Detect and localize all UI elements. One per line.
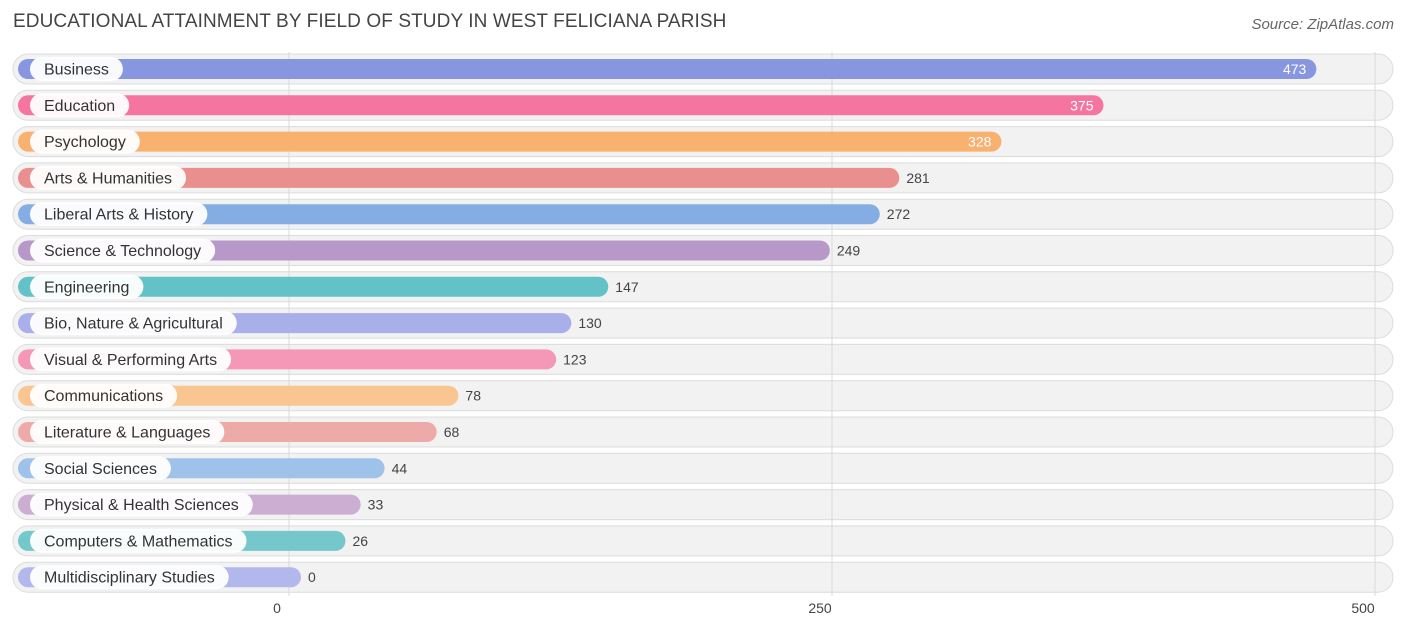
bar xyxy=(18,276,609,297)
category-label: Multidisciplinary Studies xyxy=(44,570,215,587)
category-label-pill xyxy=(30,165,187,190)
x-tick-label: 250 xyxy=(808,600,832,616)
category-label-pill xyxy=(30,565,229,590)
category-label: Physical & Health Sciences xyxy=(44,497,239,514)
bar-row: Computers & Mathematics 26 xyxy=(18,528,368,553)
bar-row: Multidisciplinary Studies 0 xyxy=(18,565,316,590)
chart-source: Source: ZipAtlas.com xyxy=(1251,16,1394,33)
category-label: Computers & Mathematics xyxy=(44,533,233,550)
category-label-pill xyxy=(30,93,130,118)
category-label-pill xyxy=(30,129,140,154)
value-label: 272 xyxy=(887,206,911,222)
value-label: 44 xyxy=(392,460,408,476)
value-label: 281 xyxy=(906,170,930,186)
value-label: 26 xyxy=(352,533,368,549)
value-label: 123 xyxy=(563,351,587,367)
category-label: Business xyxy=(44,62,109,79)
value-label: 328 xyxy=(968,134,992,150)
category-label-pill xyxy=(30,420,225,444)
category-label-pill xyxy=(30,311,237,336)
bar xyxy=(18,131,1002,152)
bar xyxy=(18,240,830,261)
value-label: 473 xyxy=(1283,61,1307,77)
bars: Business 473 Education 375 Psychology 328 Arts… xyxy=(18,57,1317,590)
bar-row: Liberal Arts & History 272 xyxy=(18,202,911,227)
value-label: 147 xyxy=(615,279,639,295)
value-label: 375 xyxy=(1070,97,1094,113)
value-label: 33 xyxy=(368,497,384,513)
row-track xyxy=(12,489,1394,521)
category-label-pill xyxy=(30,202,208,227)
bar-row: Visual & Performing Arts 123 xyxy=(18,347,587,372)
category-label: Visual & Performing Arts xyxy=(44,352,217,369)
bar-row: Science & Technology 249 xyxy=(18,238,861,263)
bar-row: Education 375 xyxy=(18,93,1104,118)
category-label: Education xyxy=(44,98,115,115)
value-label: 0 xyxy=(308,569,316,585)
row-track xyxy=(12,525,1394,557)
value-label: 130 xyxy=(578,315,602,331)
category-label: Psychology xyxy=(44,134,126,151)
bar-row: Business 473 xyxy=(18,57,1317,81)
category-label-pill xyxy=(30,274,144,299)
category-label: Arts & Humanities xyxy=(44,170,172,187)
value-label: 68 xyxy=(444,424,460,440)
bar-row: Bio, Nature & Agricultural 130 xyxy=(18,311,602,336)
category-label-pill xyxy=(30,528,247,553)
category-label-pill xyxy=(30,492,253,517)
category-label-pill xyxy=(30,347,232,372)
bar-row: Social Sciences 44 xyxy=(18,456,408,481)
category-label: Communications xyxy=(44,388,163,405)
category-label-pill xyxy=(30,383,178,408)
x-tick-label: 500 xyxy=(1351,600,1375,616)
bar-row: Engineering 147 xyxy=(18,274,639,299)
bar xyxy=(18,59,1317,79)
bar-row: Arts & Humanities 281 xyxy=(18,165,930,190)
bar xyxy=(18,167,900,188)
category-label: Social Sciences xyxy=(44,461,157,478)
category-label: Science & Technology xyxy=(44,243,201,260)
x-tick-label: 0 xyxy=(273,600,281,616)
category-label: Bio, Nature & Agricultural xyxy=(44,316,223,333)
category-label: Engineering xyxy=(44,279,129,296)
bar-row: Psychology 328 xyxy=(18,129,1002,154)
bar xyxy=(18,204,880,225)
category-label-pill xyxy=(30,456,171,481)
row-track xyxy=(12,561,1394,593)
chart-title: EDUCATIONAL ATTAINMENT BY FIELD OF STUDY… xyxy=(13,11,727,32)
category-label-pill xyxy=(30,57,123,81)
bar xyxy=(18,95,1104,116)
value-label: 249 xyxy=(837,243,861,259)
bar-row: Physical & Health Sciences 33 xyxy=(18,492,384,517)
value-label: 78 xyxy=(465,388,481,404)
category-label: Literature & Languages xyxy=(44,425,210,442)
bar-row: Communications 78 xyxy=(18,383,481,408)
category-label-pill xyxy=(30,238,216,263)
bar-row: Literature & Languages 68 xyxy=(18,420,459,444)
category-label: Liberal Arts & History xyxy=(44,207,193,224)
